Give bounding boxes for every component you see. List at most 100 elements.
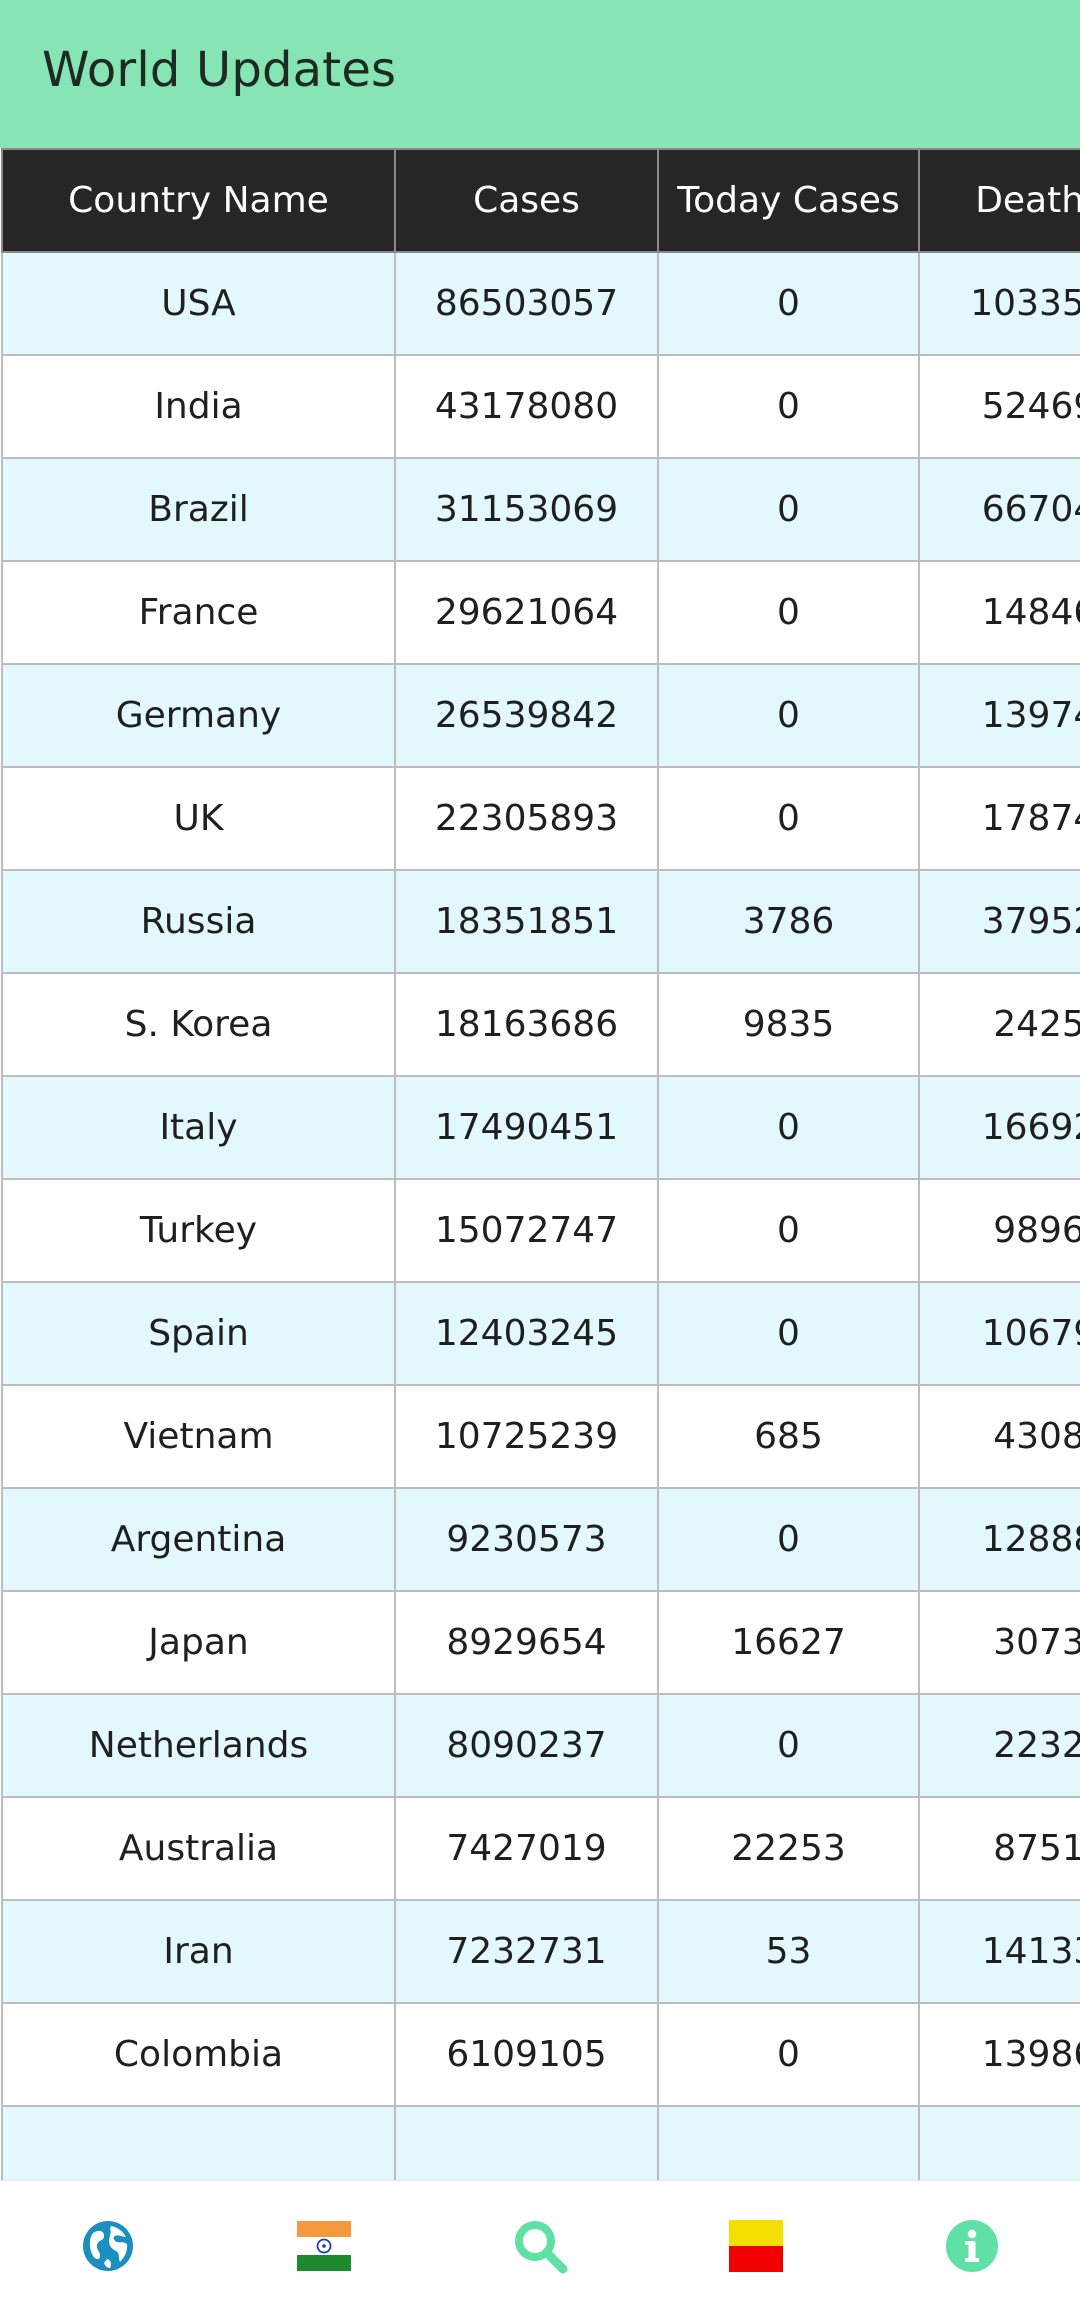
cell-cases: 7427019 [394,1796,659,1901]
cell-cases: 8929654 [394,1590,659,1695]
cell-today-cases: 3786 [657,869,920,974]
cell-today-cases: 22253 [657,1796,920,1901]
table-row[interactable]: Germany26539842013974 [1,663,1080,768]
cell-country-name: Russia [1,869,396,974]
cell-cases: 17490451 [394,1075,659,1180]
cell-country-name: Brazil [1,457,396,562]
table-row[interactable]: Turkey 15072747 0 9896 [1,1178,1080,1283]
cell-country-name: Japan [1,1590,396,1695]
cell-today-cases [657,2105,920,2180]
cell-cases: 6109105 [394,2002,659,2107]
table-row[interactable]: Spain12403245010679 [1,1281,1080,1386]
table-row[interactable]: Vietnam 10725239 685 4308 [1,1384,1080,1489]
flag-icon [729,2219,783,2272]
cell-today-cases: 9835 [657,972,920,1077]
cell-cases: 22305893 [394,766,659,871]
cell-today-cases: 0 [657,1693,920,1798]
cell-deaths: 16692 [918,1075,1080,1180]
cell-cases: 9230573 [394,1487,659,1592]
cell-country-name: Netherlands [1,1693,396,1798]
cell-deaths: 12888 [918,1487,1080,1592]
cell-deaths: 66704 [918,457,1080,562]
nav-search-button[interactable] [432,2181,648,2310]
nav-world-button[interactable] [0,2181,216,2310]
header-cases[interactable]: Cases [394,148,659,253]
cell-country-name: Turkey [1,1178,396,1283]
cell-country-name: Vietnam [1,1384,396,1489]
nav-india-button[interactable] [216,2181,432,2310]
bottom-navigation [0,2180,1080,2310]
table-row[interactable]: India43178080052469 [1,354,1080,459]
cell-today-cases: 0 [657,457,920,562]
cell-today-cases: 53 [657,1899,920,2004]
cell-today-cases: 0 [657,663,920,768]
cell-today-cases: 0 [657,766,920,871]
cell-country-name: USA [1,251,396,356]
header-deaths[interactable]: Deaths [918,148,1080,253]
cell-today-cases: 0 [657,1178,920,1283]
table-row[interactable]: Colombia6109105013986 [1,2002,1080,2107]
cell-today-cases: 0 [657,1487,920,1592]
cell-today-cases: 0 [657,251,920,356]
table-row[interactable]: Russia18351851378637952 [1,869,1080,974]
nav-flag-button[interactable] [648,2181,864,2310]
header-today-cases[interactable]: Today Cases [657,148,920,253]
table-row[interactable] [1,2105,1080,2180]
cell-deaths: 17874 [918,766,1080,871]
cell-deaths [918,2105,1080,2180]
cell-today-cases: 0 [657,1075,920,1180]
cell-deaths: 14846 [918,560,1080,665]
app-bar: World Updates [0,0,1080,148]
table-body: USA865030570103351India43178080052469Bra… [1,251,1080,2180]
table-row[interactable]: Brazil31153069066704 [1,457,1080,562]
table-header-row: Country Name Cases Today Cases Deaths [1,148,1080,253]
table-row[interactable]: Italy17490451016692 [1,1075,1080,1180]
cell-deaths: 4308 [918,1384,1080,1489]
cell-deaths: 13986 [918,2002,1080,2107]
table-row[interactable]: S. Korea 18163686 9835 2425 [1,972,1080,1077]
table-row[interactable]: Iran72327315314133 [1,1899,1080,2004]
cell-country-name: Australia [1,1796,396,1901]
cell-today-cases: 0 [657,560,920,665]
cell-country-name: France [1,560,396,665]
cell-cases: 26539842 [394,663,659,768]
cell-deaths: 10679 [918,1281,1080,1386]
cell-cases: 15072747 [394,1178,659,1283]
cell-today-cases: 0 [657,2002,920,2107]
cell-country-name: Germany [1,663,396,768]
country-table: Country Name Cases Today Cases Deaths US… [1,148,1080,2180]
cell-cases: 8090237 [394,1693,659,1798]
search-icon [515,2220,568,2273]
nav-info-button[interactable] [864,2181,1080,2310]
cell-today-cases: 685 [657,1384,920,1489]
cell-today-cases: 16627 [657,1590,920,1695]
cell-country-name: Colombia [1,2002,396,2107]
header-country-name[interactable]: Country Name [1,148,396,253]
cell-deaths: 37952 [918,869,1080,974]
cell-deaths: 8751 [918,1796,1080,1901]
cell-deaths: 52469 [918,354,1080,459]
cell-country-name: Spain [1,1281,396,1386]
india-flag-icon [297,2220,351,2271]
cell-deaths: 103351 [918,251,1080,356]
cell-cases [394,2105,659,2180]
country-table-scroll[interactable]: Country Name Cases Today Cases Deaths US… [0,148,1080,2180]
cell-country-name: Argentina [1,1487,396,1592]
table-row[interactable]: France29621064014846 [1,560,1080,665]
cell-deaths: 9896 [918,1178,1080,1283]
cell-cases: 29621064 [394,560,659,665]
table-row[interactable]: UK22305893017874 [1,766,1080,871]
table-row[interactable]: Netherlands 8090237 0 2232 [1,1693,1080,1798]
cell-country-name: India [1,354,396,459]
page-title: World Updates [42,42,397,98]
table-row[interactable]: Australia 7427019 22253 8751 [1,1796,1080,1901]
info-icon [946,2219,998,2272]
cell-cases: 86503057 [394,251,659,356]
table-row[interactable]: USA865030570103351 [1,251,1080,356]
cell-today-cases: 0 [657,354,920,459]
cell-cases: 12403245 [394,1281,659,1386]
table-row[interactable]: Japan 8929654 16627 3073 [1,1590,1080,1695]
cell-country-name: S. Korea [1,972,396,1077]
cell-cases: 31153069 [394,457,659,562]
table-row[interactable]: Argentina9230573012888 [1,1487,1080,1592]
